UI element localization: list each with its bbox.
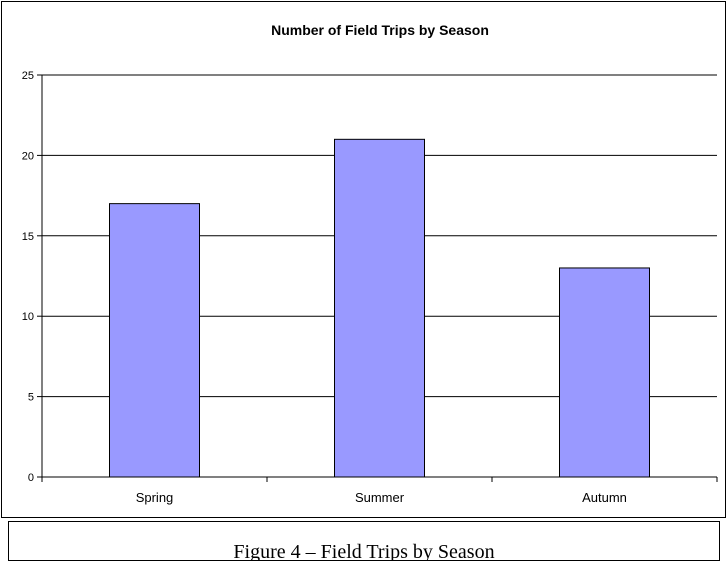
bar-autumn [559,267,650,478]
y-tick-label: 25 [22,70,34,82]
x-category-label: Summer [355,490,405,505]
x-category-label: Spring [136,490,174,505]
figure-caption-box: Figure 4 – Field Trips by Season [8,521,720,561]
tick-labels: 0 5 10 15 20 25 Spring Summer Autumn [22,70,627,505]
bar-chart: Number of Field Trips by Season 0 5 10 15 20… [22,22,718,505]
y-tick-label: 0 [28,472,34,484]
y-tick-label: 10 [22,311,34,323]
figure-caption: Figure 4 – Field Trips by Season [233,541,495,561]
x-category-label: Autumn [582,490,627,505]
y-tick-label: 5 [28,392,34,404]
chart-title: Number of Field Trips by Season [271,22,489,38]
bar-summer [334,138,425,478]
bars [109,138,650,478]
y-tick-label: 20 [22,150,34,162]
axes [37,74,718,482]
y-tick-label: 15 [22,231,34,243]
bar-spring [109,203,200,478]
chart-frame: Number of Field Trips by Season 0 5 10 15 20… [1,1,726,518]
